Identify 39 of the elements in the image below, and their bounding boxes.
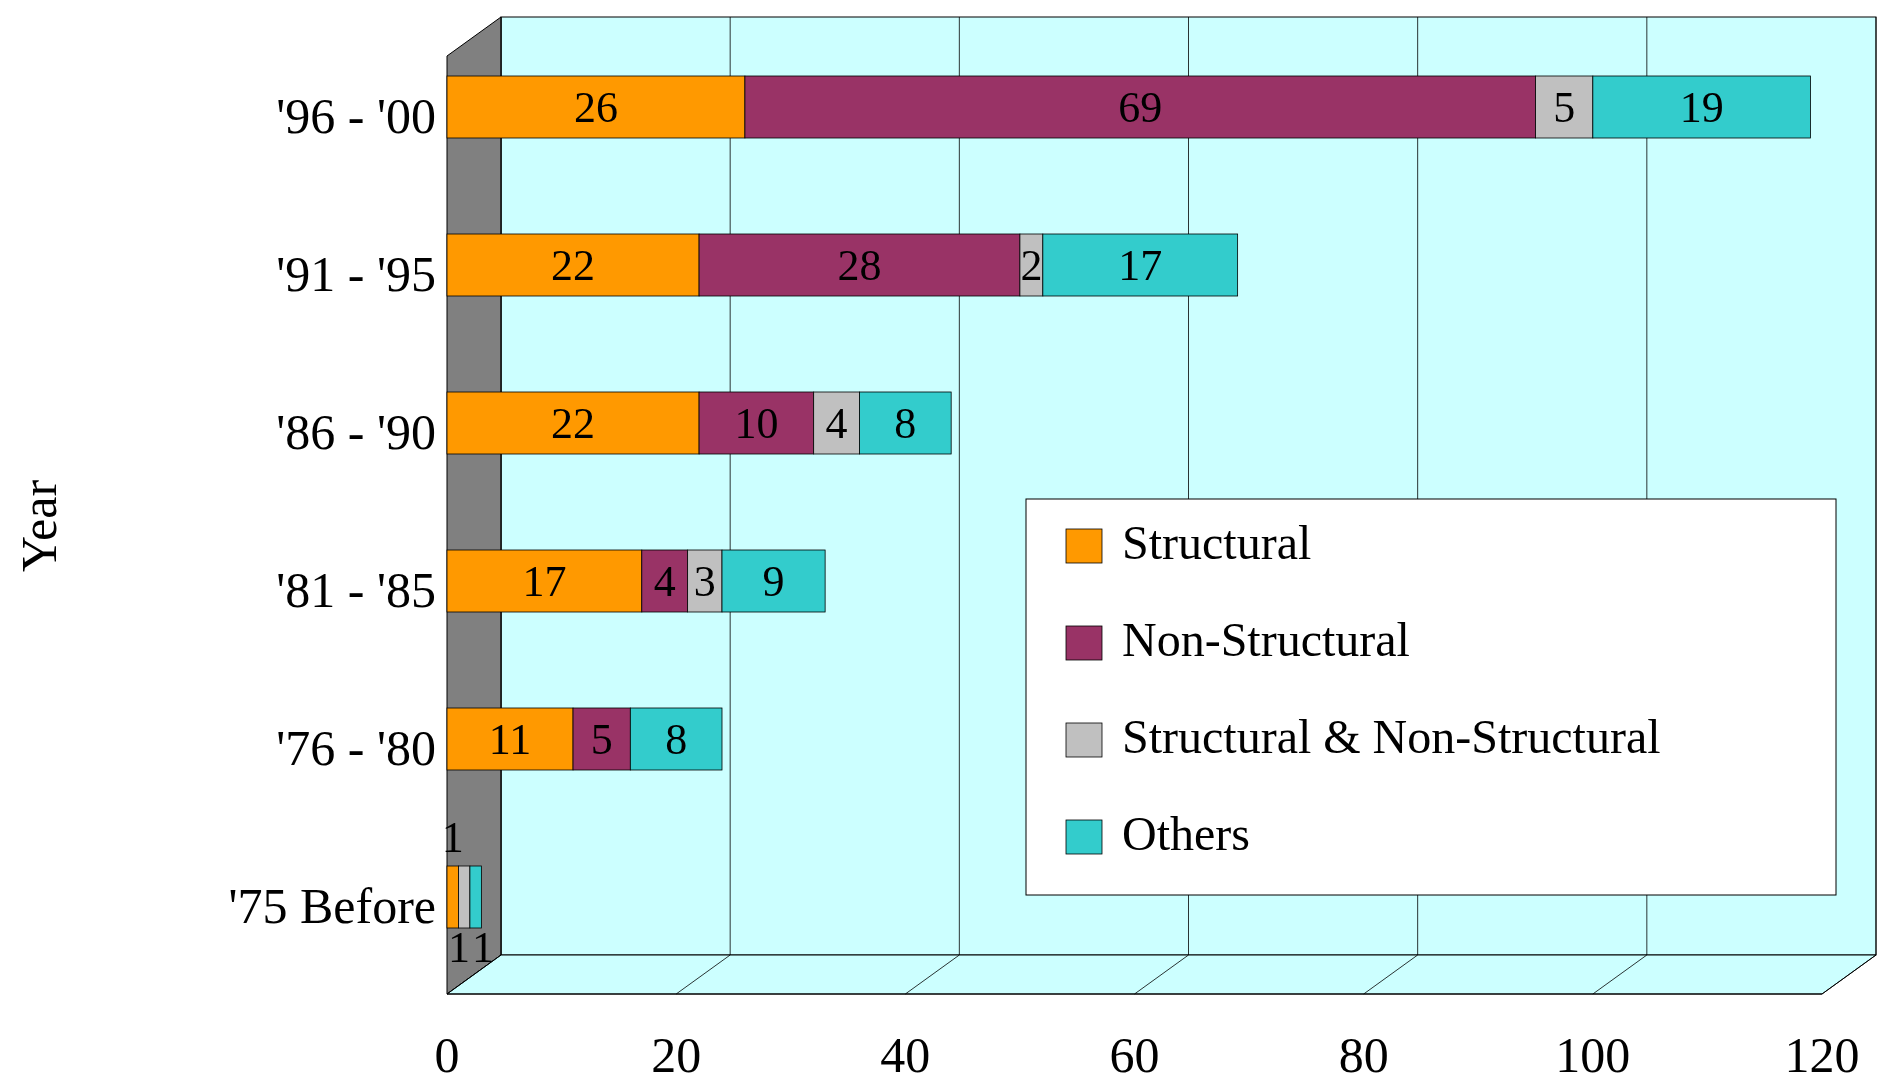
x-tick-label: 0 [434, 1027, 460, 1083]
data-label: 22 [551, 241, 596, 290]
legend-label: Structural [1122, 516, 1312, 569]
y-tick-label: '75 Before [228, 878, 436, 934]
data-label: 17 [1118, 241, 1163, 290]
data-label: 4 [825, 399, 848, 448]
y-tick-label: '96 - '00 [276, 88, 436, 144]
y-tick-label: '91 - '95 [276, 246, 436, 302]
data-label: 3 [693, 557, 716, 606]
data-label: 17 [522, 557, 567, 606]
data-label: 1 [447, 923, 470, 972]
data-label: 8 [665, 715, 688, 764]
data-label: 5 [1553, 83, 1576, 132]
y-tick-label: '76 - '80 [276, 720, 436, 776]
data-label: 5 [590, 715, 613, 764]
y-axis-title: Year [11, 479, 67, 573]
x-tick-label: 100 [1555, 1027, 1631, 1083]
data-label: 1 [471, 923, 494, 972]
data-label: 11 [488, 715, 532, 764]
data-label: 26 [573, 83, 618, 132]
x-tick-label: 80 [1338, 1027, 1389, 1083]
x-tick-label: 40 [880, 1027, 931, 1083]
x-tick-label: 120 [1784, 1027, 1860, 1083]
data-label: 28 [837, 241, 882, 290]
y-tick-label: '81 - '85 [276, 562, 436, 618]
data-label: 2 [1020, 241, 1043, 290]
y-tick-label: '86 - '90 [276, 404, 436, 460]
data-label: 69 [1118, 83, 1163, 132]
x-tick-label: 20 [651, 1027, 702, 1083]
legend-label: Structural & Non-Structural [1122, 710, 1661, 763]
data-label: 4 [653, 557, 676, 606]
data-label: 10 [734, 399, 779, 448]
data-label: 9 [762, 557, 785, 606]
legend-label: Others [1122, 807, 1250, 860]
legend-label: Non-Structural [1122, 613, 1410, 666]
data-label: 8 [894, 399, 917, 448]
data-label: 22 [551, 399, 596, 448]
x-tick-label: 60 [1109, 1027, 1160, 1083]
data-label: 19 [1679, 83, 1724, 132]
